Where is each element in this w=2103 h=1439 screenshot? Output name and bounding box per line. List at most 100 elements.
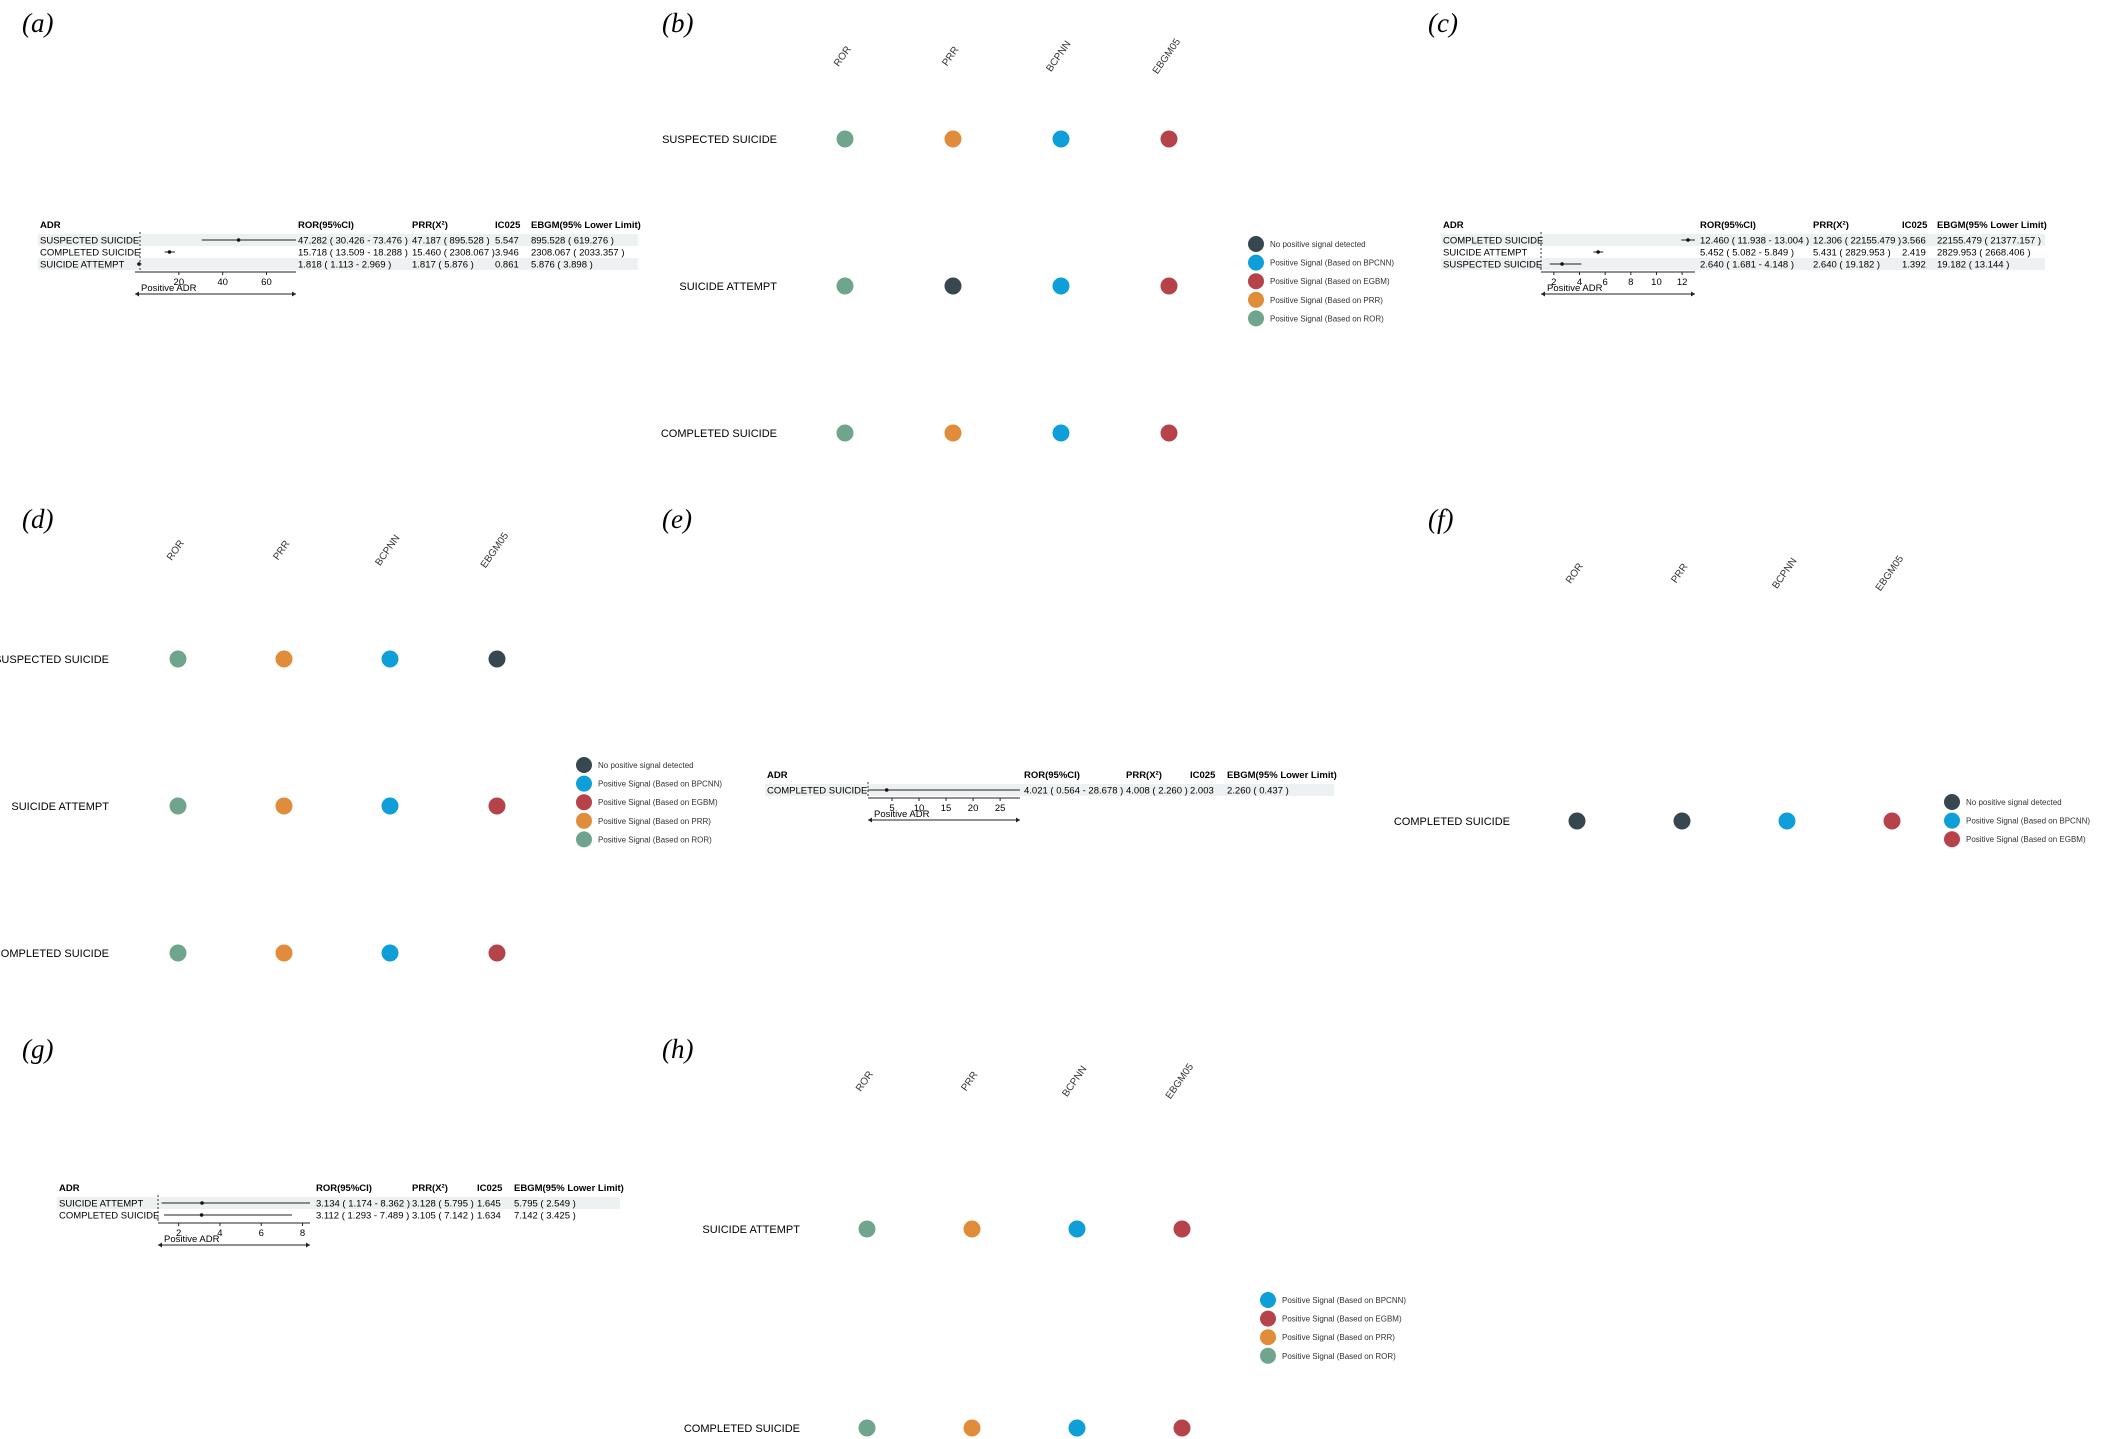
legend-label: Positive Signal (Based on BPCNN) <box>1270 259 1394 268</box>
forest-header: ROR(95%CI) <box>316 1183 372 1194</box>
forest-ror-value: 47.282 ( 30.426 - 73.476 ) <box>298 236 408 247</box>
forest-prr-value: 47.187 ( 895.528 ) <box>412 236 490 247</box>
legend-label: No positive signal detected <box>1270 240 1366 249</box>
signal-method-label: ROR <box>832 44 854 69</box>
signal-method-label: EBGM05 <box>1151 36 1184 76</box>
forest-x-tick-label: 60 <box>261 277 272 288</box>
forest-point <box>236 238 241 242</box>
forest-ic025-value: 2.419 <box>1902 248 1926 259</box>
forest-prr-value: 2.640 ( 19.182 ) <box>1813 260 1880 271</box>
forest-header: ADR <box>40 220 61 231</box>
legend-label: Positive Signal (Based on BPCNN) <box>598 780 722 789</box>
forest-footer-label: Positive ADR <box>141 283 197 294</box>
signal-adr-label: SUICIDE ATTEMPT <box>679 281 777 293</box>
legend-label: No positive signal detected <box>598 761 694 770</box>
forest-x-tick-label: 8 <box>300 1228 305 1239</box>
signal-adr-label: SUICIDE ATTEMPT <box>11 801 109 813</box>
signal-method-label: PRR <box>1669 562 1690 586</box>
signal-method-label: ROR <box>854 1069 876 1094</box>
signal-dot-prr <box>275 797 293 815</box>
forest-row-shade <box>765 784 1334 796</box>
signal-matrix-h: ROR PRR BCPNN EBGM05 SUICIDE ATTEMPT COMPLETE… <box>684 1061 1406 1437</box>
forest-footer-arrow-right <box>1016 817 1020 823</box>
forest-point <box>200 1201 204 1205</box>
signal-dot-egbm <box>488 797 506 815</box>
forest-point <box>167 250 172 254</box>
signal-method-label: BCPNN <box>1060 1064 1089 1099</box>
signal-dot-egbm <box>1883 812 1901 830</box>
legend-label: Positive Signal (Based on ROR) <box>1282 1352 1396 1361</box>
forest-prr-value: 12.306 ( 22155.479 ) <box>1813 236 1901 247</box>
forest-ic025-value: 3.946 <box>495 248 519 259</box>
panel-label-f: (f) <box>1428 504 1453 534</box>
signal-dot-bcpnn <box>1778 812 1796 830</box>
forest-header: IC025 <box>495 220 521 231</box>
signal-method-label: PRR <box>271 539 292 563</box>
legend-dot-bcpnn <box>576 775 592 792</box>
forest-footer-arrow-left <box>158 1242 162 1248</box>
forest-adr-label: COMPLETED SUICIDE <box>40 248 140 259</box>
forest-x-tick-label: 5 <box>889 803 894 814</box>
forest-header: EBGM(95% Lower Limit) <box>1937 220 2047 231</box>
forest-x-tick-label: 20 <box>968 803 979 814</box>
forest-row-shade <box>38 258 638 270</box>
signal-method-label: ROR <box>165 538 187 563</box>
signal-adr-label: COMPLETED SUICIDE <box>1394 816 1510 828</box>
forest-prr-value: 4.008 ( 2.260 ) <box>1126 786 1188 797</box>
forest-plot-a: ADR ROR(95%CI) PRR(X²) IC025 EBGM(95% Lower … <box>38 220 641 297</box>
signal-method-label: BCPNN <box>373 533 402 568</box>
forest-header: ROR(95%CI) <box>298 220 354 231</box>
signal-matrix-d: ROR PRR BCPNN EBGM05 SUSPECTED SUICIDE SUICID… <box>0 530 722 962</box>
signal-dot-egbm <box>1160 424 1178 442</box>
signal-adr-label: SUSPECTED SUICIDE <box>662 134 777 146</box>
forest-x-tick-label: 2 <box>176 1228 181 1239</box>
signal-dot-prr <box>275 944 293 962</box>
forest-ebgm-value: 5.876 ( 3.898 ) <box>531 260 593 271</box>
forest-header: PRR(X²) <box>412 220 448 231</box>
signal-dot-none <box>944 277 962 295</box>
signal-adr-label: SUICIDE ATTEMPT <box>702 1224 800 1236</box>
forest-header: IC025 <box>477 1183 503 1194</box>
signal-dot-ror <box>836 424 854 442</box>
signal-matrix-f: ROR PRR BCPNN EBGM05 COMPLETED SUICIDE No pos… <box>1394 553 2090 848</box>
signal-dot-none <box>1673 812 1691 830</box>
panel-label-h: (h) <box>662 1034 693 1064</box>
signal-dot-none <box>1568 812 1586 830</box>
signal-dot-prr <box>963 1419 981 1437</box>
legend-label: Positive Signal (Based on BPCNN) <box>1966 817 2090 826</box>
legend-dot-none <box>1248 236 1264 252</box>
legend-label: Positive Signal (Based on PRR) <box>1282 1333 1395 1342</box>
forest-x-tick-label: 4 <box>1577 277 1582 288</box>
panel-label-c: (c) <box>1428 8 1458 38</box>
forest-prr-value: 1.817 ( 5.876 ) <box>412 260 474 271</box>
forest-row-shade <box>1441 234 2045 246</box>
signal-method-label: PRR <box>959 1070 980 1094</box>
panel-label-b: (b) <box>662 8 693 38</box>
forest-x-tick-label: 25 <box>995 803 1006 814</box>
signal-dot-ror <box>169 944 187 962</box>
forest-header: ROR(95%CI) <box>1024 770 1080 781</box>
signal-dot-ror <box>858 1220 876 1238</box>
forest-footer-arrow-right <box>292 291 296 297</box>
signal-adr-label: SUSPECTED SUICIDE <box>0 654 109 666</box>
signal-method-label: EBGM05 <box>1164 1061 1197 1101</box>
signal-dot-ror <box>858 1419 876 1437</box>
legend-dot-ror <box>1248 310 1264 327</box>
forest-ror-value: 12.460 ( 11.938 - 13.004 ) <box>1700 236 1809 247</box>
forest-adr-label: COMPLETED SUICIDE <box>59 1211 159 1222</box>
signal-dot-bcpnn <box>381 650 399 668</box>
forest-adr-label: COMPLETED SUICIDE <box>1443 236 1543 247</box>
signal-dot-ror <box>836 277 854 295</box>
forest-prr-value: 3.128 ( 5.795 ) <box>412 1199 474 1210</box>
forest-ic025-value: 3.566 <box>1902 236 1926 247</box>
signal-dot-prr <box>275 650 293 668</box>
forest-x-tick-label: 20 <box>174 277 185 288</box>
legend-label: Positive Signal (Based on EGBM) <box>1270 277 1390 286</box>
forest-ebgm-value: 2308.067 ( 2033.357 ) <box>531 248 625 259</box>
signal-dot-ror <box>836 130 854 148</box>
forest-x-tick-label: 6 <box>259 1228 264 1239</box>
forest-header: EBGM(95% Lower Limit) <box>1227 770 1337 781</box>
forest-footer-label: Positive ADR <box>164 1234 220 1245</box>
signal-dot-ror <box>169 650 187 668</box>
signal-dot-bcpnn <box>1052 130 1070 148</box>
